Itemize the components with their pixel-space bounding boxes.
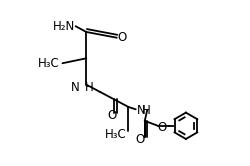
- Text: H₂N: H₂N: [52, 20, 75, 33]
- Text: H: H: [85, 81, 94, 94]
- Text: O: O: [135, 133, 144, 146]
- Text: N: N: [136, 104, 145, 117]
- Text: H₃C: H₃C: [105, 127, 127, 141]
- Text: N: N: [71, 81, 80, 94]
- Text: O: O: [157, 121, 166, 134]
- Text: H: H: [142, 104, 150, 117]
- Text: O: O: [107, 109, 116, 122]
- Text: H₃C: H₃C: [38, 57, 59, 70]
- Text: O: O: [118, 31, 127, 44]
